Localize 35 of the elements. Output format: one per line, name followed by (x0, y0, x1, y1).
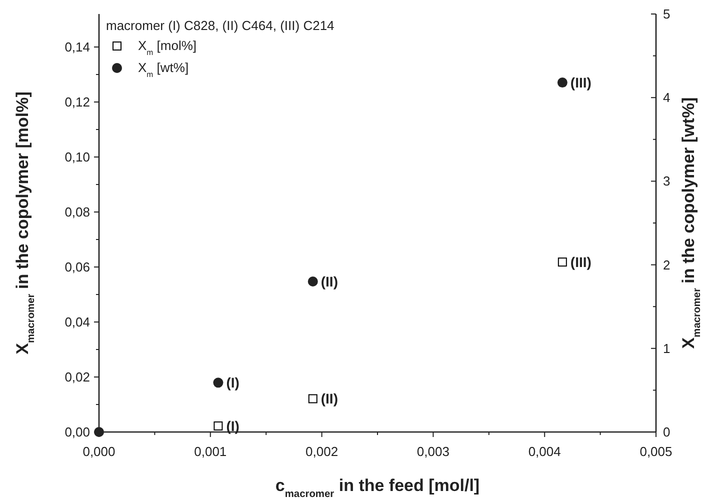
y-tick-label: 0,00 (64, 424, 90, 440)
y2-tick-label: 3 (663, 174, 670, 189)
x-axis-title: c$_{macromer}$ in the feed [mol/l] (275, 476, 480, 500)
point (308, 276, 318, 287)
y-tick-label: 0,04 (64, 314, 90, 330)
y-tick-label: 0,12 (64, 94, 90, 110)
point (214, 421, 223, 430)
legend-label: X$_{m}$ [wt%] (138, 60, 189, 78)
y-tick-label: 0,14 (64, 40, 90, 54)
data-label: (II) (320, 390, 338, 407)
legend-label: X$_{m}$ [mol%] (138, 38, 197, 56)
y2-tick-label: 2 (663, 257, 670, 272)
y-tick-label: 0,06 (64, 260, 90, 274)
x-tick-label: 0,005 (640, 444, 672, 459)
point (213, 378, 224, 388)
point (308, 394, 318, 404)
x-tick-label: 0,002 (306, 444, 338, 459)
y2-tick-label: 5 (663, 6, 670, 22)
y-tick-label: 0,02 (64, 370, 90, 384)
y-tick-label: 0,10 (64, 150, 90, 164)
point (558, 258, 567, 267)
y-tick-label: 0,08 (64, 204, 90, 220)
data-label: (III) (570, 74, 592, 91)
data-label: (II) (320, 274, 338, 290)
y2-tick-label: 0 (663, 424, 670, 440)
x-tick-label: 0,004 (528, 444, 561, 459)
legend-title: macromer (I) C828, (II) C464, (III) C214 (106, 18, 334, 33)
point (557, 78, 568, 88)
data-label: (III) (570, 254, 592, 270)
x-tick-label: 0,003 (416, 444, 450, 459)
data-label: (I) (226, 374, 240, 391)
x-tick-label: 0,001 (194, 444, 227, 459)
x-tick-label: 0,000 (82, 444, 116, 459)
y2-tick-label: 1 (663, 340, 670, 356)
y2-tick-label: 4 (663, 90, 670, 106)
